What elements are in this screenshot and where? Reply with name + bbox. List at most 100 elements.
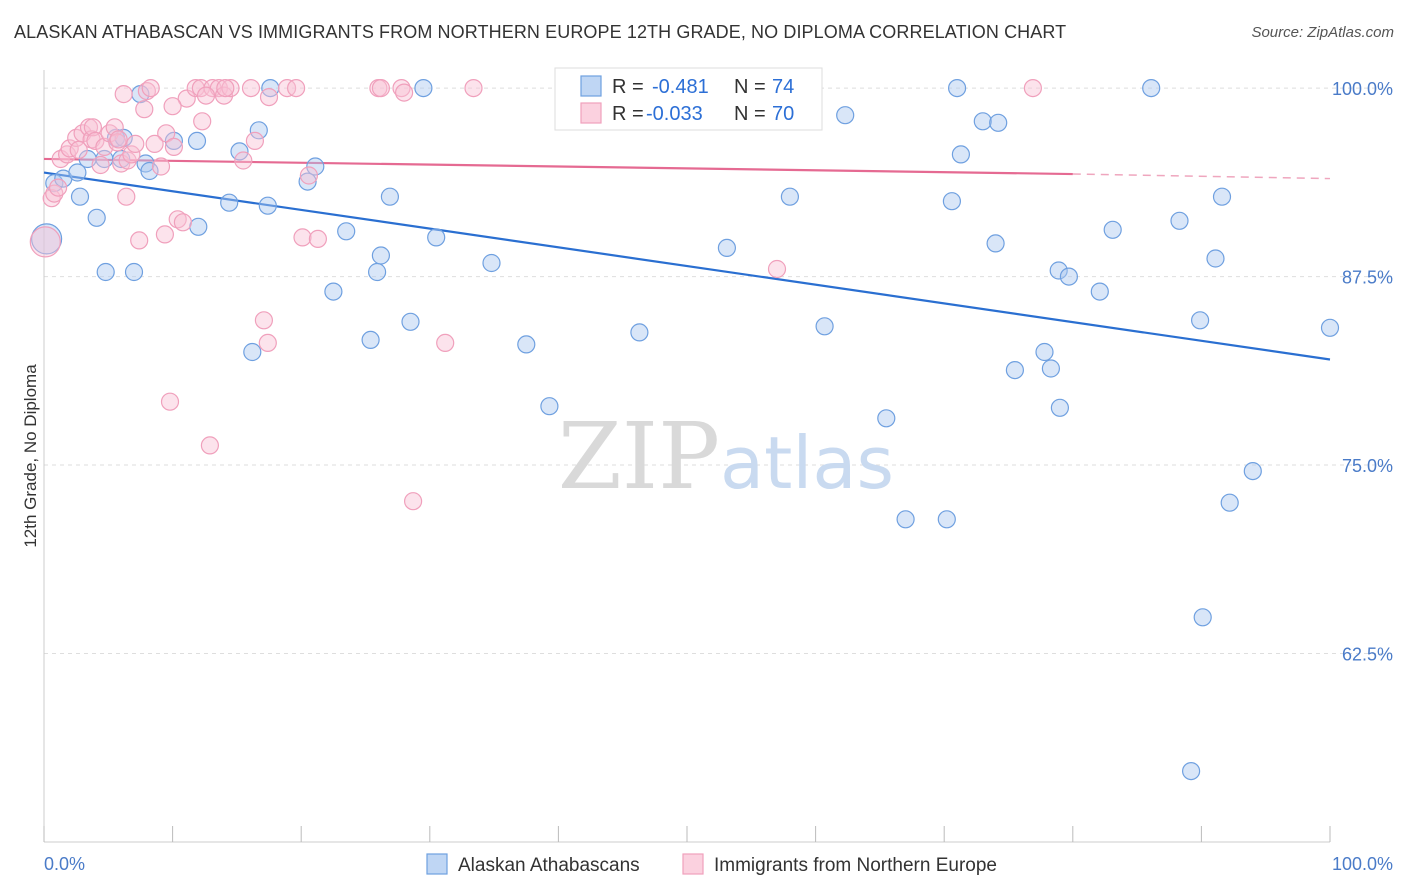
point-series-0-15 [140, 161, 159, 181]
point-series-1-28 [151, 157, 171, 176]
series-legend-swatch-northern-europe [682, 853, 704, 875]
series-legend-swatch-athabascan [426, 853, 448, 875]
point-series-0-17 [187, 131, 207, 150]
point-series-0-44 [877, 409, 896, 428]
point-series-1-62 [114, 84, 133, 104]
point-series-0-63 [1181, 761, 1201, 781]
y-tick-labels: 100.0% 87.5% 75.0% 62.5% [1332, 79, 1393, 664]
point-series-0-19 [220, 193, 239, 212]
point-series-1-69 [287, 78, 306, 98]
point-series-1-20 [117, 187, 136, 206]
point-series-1-6 [60, 139, 79, 158]
legend-n-value-northern-europe: 70 [772, 103, 794, 125]
point-series-1-30 [157, 124, 176, 143]
point-series-1-3 [48, 178, 68, 197]
point-series-0-61 [1142, 78, 1161, 98]
legend-r-label-athabascan: R = [612, 76, 644, 98]
point-series-0-58 [1059, 267, 1079, 286]
point-series-1-42 [214, 86, 234, 105]
point-series-0-37 [517, 335, 536, 354]
legend-swatch-athabascan [580, 75, 602, 97]
point-series-0-22 [249, 121, 268, 140]
legend-n-label-northern-europe: N = [734, 103, 766, 125]
point-series-1-22 [122, 145, 141, 164]
chart-source: Source: ZipAtlas.com [1251, 24, 1394, 41]
legend-r-value-northern-europe: -0.033 [646, 103, 703, 125]
point-series-1-45 [241, 78, 261, 98]
watermark-zip: ZIP [558, 403, 720, 510]
series-legend-label-northern-europe: Immigrants from Northern Europe [714, 855, 997, 876]
x-tick-label-1: 100.0% [1332, 854, 1393, 874]
series-legend-label-athabascan: Alaskan Athabascans [458, 855, 640, 876]
x-tick-label-0: 0.0% [44, 854, 85, 874]
y-tick-label-1: 87.5% [1342, 268, 1393, 288]
trend-lines [43, 157, 1331, 361]
point-series-1-48 [258, 333, 277, 352]
point-series-1-24 [130, 231, 149, 250]
point-series-0-4 [70, 187, 90, 206]
point-series-0-34 [414, 78, 433, 98]
point-series-1-33 [168, 210, 187, 229]
point-series-0-47 [942, 192, 962, 211]
point-series-0-51 [986, 234, 1005, 253]
point-series-1-64 [91, 155, 110, 175]
point-series-0-55 [1041, 359, 1061, 378]
point-series-0-41 [780, 187, 800, 206]
point-series-1-61 [1023, 78, 1043, 98]
point-series-1-67 [216, 78, 235, 98]
point-series-0-52 [989, 113, 1008, 132]
point-series-0-30 [368, 262, 387, 282]
point-series-0-8 [96, 262, 115, 282]
point-series-0-67 [1212, 187, 1232, 206]
point-series-1-27 [141, 78, 160, 98]
point-series-0-69 [1243, 462, 1262, 481]
point-series-0-26 [306, 157, 325, 176]
point-series-1-35 [177, 89, 196, 108]
point-series-0-68 [1220, 493, 1239, 512]
point-series-0-70 [1320, 318, 1340, 337]
point-series-1-57 [404, 492, 423, 511]
point-series-1-39 [193, 112, 212, 131]
chart-title: ALASKAN ATHABASCAN VS IMMIGRANTS FROM NO… [14, 22, 1067, 42]
point-series-1-18 [109, 130, 128, 149]
watermark: ZIP atlas [558, 403, 894, 510]
point-series-0-45 [896, 510, 915, 529]
legend-r-label-northern-europe: R = [612, 103, 644, 125]
y-tick-label-0: 100.0% [1332, 79, 1393, 99]
point-series-0-49 [951, 145, 971, 164]
point-series-1-50 [293, 228, 312, 247]
watermark-atlas: atlas [720, 421, 894, 505]
point-series-0-48 [947, 78, 967, 98]
point-series-0-29 [361, 330, 380, 349]
point-series-0-50 [973, 112, 992, 131]
point-series-1-16 [105, 118, 124, 137]
point-series-1-0 [29, 226, 61, 258]
point-series-0-42 [815, 317, 834, 336]
gridlines [44, 87, 1392, 655]
point-series-0-21 [243, 342, 262, 362]
point-series-1-59 [464, 78, 483, 98]
point-series-0-60 [1103, 220, 1122, 239]
point-series-0-28 [337, 222, 356, 241]
point-series-0-59 [1090, 282, 1109, 301]
point-series-1-34 [173, 213, 192, 232]
y-tick-label-3: 62.5% [1342, 645, 1393, 665]
point-series-0-32 [380, 187, 399, 206]
point-series-0-38 [540, 397, 559, 416]
point-series-0-18 [189, 217, 208, 236]
point-series-1-31 [160, 392, 180, 411]
y-tick-label-2: 75.0% [1342, 456, 1393, 476]
point-series-1-46 [245, 131, 264, 150]
point-series-1-13 [86, 131, 105, 150]
legend-n-value-athabascan: 74 [772, 76, 794, 98]
point-series-1-47 [254, 311, 273, 330]
axes [43, 70, 1331, 843]
point-series-1-25 [135, 100, 154, 119]
x-tick-labels: 0.0% 100.0% [44, 854, 1393, 874]
point-series-1-15 [100, 124, 119, 143]
point-series-1-29 [155, 225, 174, 244]
point-series-1-52 [308, 229, 327, 248]
point-series-0-12 [124, 262, 144, 282]
point-series-1-32 [164, 137, 183, 156]
